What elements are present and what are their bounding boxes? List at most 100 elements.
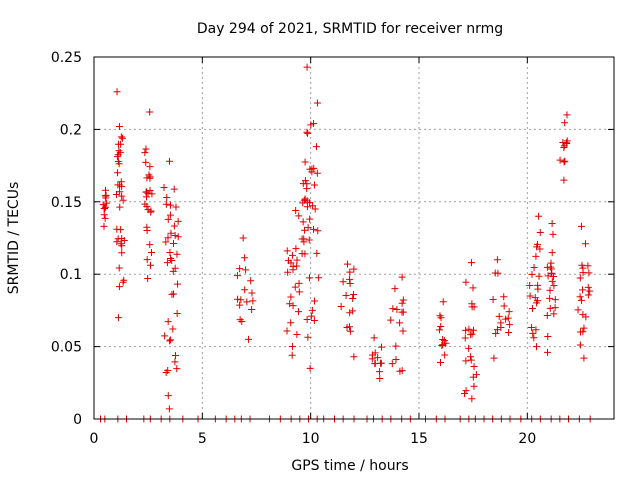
data-point [299, 199, 307, 207]
data-point [173, 309, 181, 317]
data-point [435, 326, 443, 334]
y-tick-label: 0.25 [51, 50, 82, 66]
data-point [146, 108, 154, 116]
data-point [293, 262, 301, 270]
data-point [103, 199, 111, 207]
data-point [436, 359, 444, 367]
data-point [440, 337, 448, 345]
data-point [236, 316, 244, 324]
data-point [163, 193, 171, 201]
data-point [437, 322, 445, 330]
data-point [548, 277, 556, 285]
data-point [300, 238, 308, 246]
data-point [387, 316, 395, 324]
data-point [526, 292, 534, 300]
data-point [283, 247, 291, 255]
data-point [580, 354, 588, 362]
data-point [563, 111, 571, 119]
data-point [493, 256, 501, 264]
data-point [298, 250, 306, 258]
data-point [461, 389, 469, 397]
data-point [548, 220, 556, 228]
data-point [349, 307, 357, 315]
data-point [113, 238, 121, 246]
data-point [559, 138, 567, 146]
data-point [169, 325, 177, 333]
data-point [441, 351, 449, 359]
data-point [233, 272, 241, 280]
data-point [398, 367, 406, 375]
data-point [119, 196, 127, 204]
data-point [391, 285, 399, 293]
data-point [242, 266, 250, 274]
data-point [528, 270, 536, 278]
data-point [304, 333, 312, 341]
data-point [119, 134, 127, 142]
data-point [535, 272, 543, 280]
data-point [462, 357, 470, 365]
y-tick-label: 0.2 [60, 122, 82, 138]
data-point [146, 163, 154, 171]
data-point [584, 291, 592, 299]
data-point [236, 301, 244, 309]
data-point [581, 240, 589, 248]
data-point [165, 157, 173, 165]
data-point [371, 360, 379, 368]
data-point [113, 153, 121, 161]
data-point [113, 88, 121, 96]
data-point [578, 261, 586, 269]
data-point [580, 324, 588, 332]
data-point [369, 351, 377, 359]
data-point [142, 158, 150, 166]
data-point [311, 297, 319, 305]
data-point [162, 238, 170, 246]
data-point [377, 343, 385, 351]
data-point [171, 264, 179, 272]
data-point [162, 200, 170, 208]
data-point [291, 283, 299, 291]
data-point [172, 203, 180, 211]
data-point [248, 289, 256, 297]
data-point [142, 145, 150, 153]
data-point [437, 314, 445, 322]
data-point [173, 365, 181, 373]
data-point [288, 351, 296, 359]
data-point [301, 195, 309, 203]
data-point [165, 405, 173, 413]
data-point [295, 308, 303, 316]
data-point [544, 348, 552, 356]
data-point [439, 298, 447, 306]
data-point [301, 226, 309, 234]
data-point [166, 211, 174, 219]
x-tick-label: 0 [90, 431, 99, 447]
data-point [502, 315, 510, 323]
data-points [97, 63, 594, 423]
data-point [143, 202, 151, 210]
data-point [560, 143, 568, 151]
data-point [144, 275, 152, 283]
y-axis-label: SRMTID / TECUs [6, 182, 22, 295]
data-point [313, 99, 321, 107]
data-point [299, 218, 307, 226]
data-point [295, 288, 303, 296]
data-point [349, 295, 357, 303]
data-point [298, 235, 306, 243]
x-tick-label: 15 [410, 431, 428, 447]
data-point [530, 263, 538, 271]
data-point [164, 234, 172, 242]
data-point [532, 326, 540, 334]
data-point [461, 334, 469, 342]
data-point [469, 284, 477, 292]
data-point [536, 245, 544, 253]
data-point [303, 316, 311, 324]
data-point [546, 304, 554, 312]
data-point [171, 358, 179, 366]
data-point [169, 240, 177, 248]
data-point [398, 299, 406, 307]
data-point [350, 353, 358, 361]
data-point [174, 217, 182, 225]
data-point [113, 225, 121, 233]
grid [94, 57, 614, 419]
data-point [295, 279, 303, 287]
data-point [467, 356, 475, 364]
